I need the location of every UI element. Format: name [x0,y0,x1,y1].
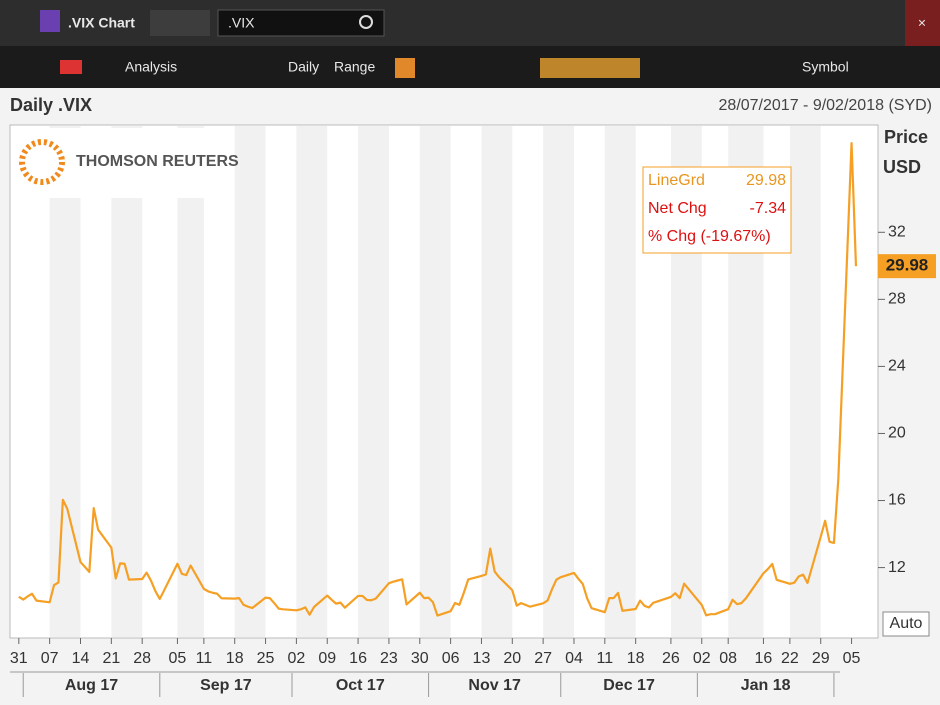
week-stripe [419,126,451,637]
x-tick-label: 18 [627,650,645,667]
info-box [642,166,792,254]
x-tick-label: 02 [693,650,711,667]
x-tick-label: 14 [72,650,90,667]
close-button[interactable] [905,0,940,46]
x-tick-label: 23 [380,650,398,667]
month-label: Jan 18 [741,677,791,694]
analysis-button[interactable]: Analysis [125,59,177,75]
last-value-tag [878,254,936,279]
x-tick-label: 25 [257,650,275,667]
window-title: .VIX Chart [68,15,135,31]
logo-icon [19,139,65,185]
month-label: Aug 17 [65,677,118,694]
x-tick-label: 21 [102,650,120,667]
chart-icon [40,10,60,32]
x-tick-label: 11 [196,650,213,667]
y-tick-label: 32 [888,224,906,241]
logo-text: THOMSON REUTERS [76,153,239,170]
y-axis-label: Price [884,127,928,147]
price-line [18,142,858,617]
x-tick-label: 22 [781,650,799,667]
x-tick-label: 13 [473,650,491,667]
series-name: LineGrd [648,172,705,189]
x-tick-label: 05 [843,650,861,667]
chart-date-range: 28/07/2017 - 9/02/2018 (SYD) [719,97,932,114]
week-stripe [234,126,266,637]
tool-icon[interactable] [395,58,415,78]
logo-box [14,128,228,198]
x-tick-label: 02 [287,650,305,667]
y-tick-label: 12 [888,559,906,576]
x-tick-label: 16 [349,650,367,667]
x-tick-label: 18 [226,650,244,667]
y-axis-unit: USD [883,157,921,177]
x-tick-label: 04 [565,650,583,667]
x-tick-label: 30 [411,650,429,667]
week-stripe [604,126,636,637]
close-icon: × [918,15,926,31]
month-label: Dec 17 [603,677,655,694]
toolbar [0,46,940,88]
title-bar [0,0,940,46]
week-stripe [358,126,389,637]
x-tick-label: 20 [503,650,521,667]
search-text: .VIX [228,15,255,31]
interval-button[interactable]: Daily [288,59,319,75]
info-last: 29.98 [746,172,786,189]
last-value-label: 29.98 [886,256,929,275]
search-icon[interactable] [359,15,373,29]
x-tick-label: 06 [442,650,460,667]
week-stripe [789,126,821,637]
auto-button[interactable] [882,611,930,637]
week-stripe [111,126,143,637]
tool-icons[interactable] [540,58,640,78]
x-tick-label: 07 [41,650,59,667]
x-tick-label: 28 [133,650,151,667]
symbol-button[interactable]: Symbol [802,59,849,75]
x-tick-label: 08 [719,650,737,667]
week-stripe [296,126,328,637]
x-tick-label: 05 [169,650,187,667]
y-tick-label: 24 [888,358,906,375]
week-stripe [177,126,204,637]
x-tick-label: 26 [662,650,680,667]
x-tick-label: 31 [10,650,28,667]
week-stripe [481,126,513,637]
month-label: Sep 17 [200,677,252,694]
info-pct-chg: % Chg (-19.67%) [648,228,771,245]
week-stripe [543,126,574,637]
x-tick-label: 27 [534,650,552,667]
chart-type-button[interactable] [60,60,82,74]
search-box[interactable] [217,9,385,37]
month-label: Nov 17 [468,677,521,694]
info-net-chg-label: Net Chg [648,200,707,217]
auto-button-label: Auto [890,615,923,632]
info-net-chg: -7.34 [750,200,787,217]
x-tick-label: 16 [755,650,773,667]
x-tick-label: 09 [318,650,336,667]
week-stripe [49,126,81,637]
chart-title: Daily .VIX [10,95,92,115]
x-tick-label: 29 [812,650,830,667]
y-tick-label: 16 [888,492,906,509]
x-tick-label: 11 [597,650,614,667]
y-tick-label: 20 [888,425,906,442]
range-button[interactable]: Range [334,59,375,75]
quote-button[interactable] [150,10,210,36]
y-tick-label: 28 [888,291,906,308]
month-label: Oct 17 [336,677,385,694]
